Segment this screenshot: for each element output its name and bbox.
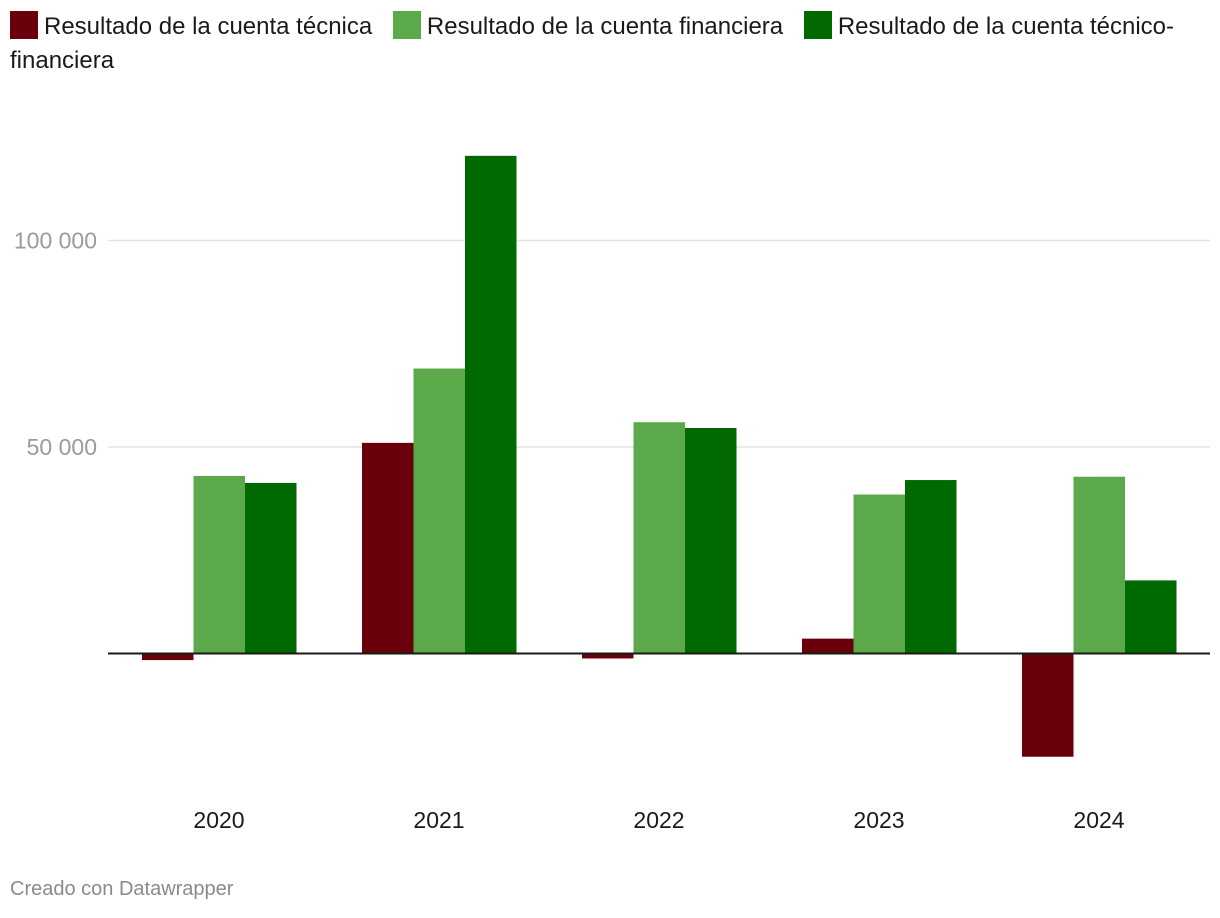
bar-2023-series-3 (905, 480, 957, 654)
legend-label-tecnica: Resultado de la cuenta técnica (44, 13, 373, 40)
bar-2024-series-3 (1125, 580, 1177, 654)
x-axis: 2020 2021 2022 2023 2024 (108, 652, 1210, 833)
legend-item-tecnico-financiera: Resultado de la cuenta técnico-financier… (10, 11, 1175, 74)
y-tick-label: 100 000 (14, 228, 97, 254)
legend-swatch-tecnica (10, 11, 38, 39)
legend-item-financiera: Resultado de la cuenta financiera (392, 11, 784, 40)
footer-credit: Creado con Datawrapper (10, 878, 234, 900)
chart-legend: Resultado de la cuenta técnica Resultado… (10, 10, 1200, 78)
bar-2020-series-3 (245, 482, 297, 654)
bar-2021-series-1 (362, 442, 414, 654)
bar-2021-series-2 (413, 368, 465, 654)
legend-label-financiera: Resultado de la cuenta financiera (426, 13, 784, 40)
x-tick-label-2024: 2024 (1073, 807, 1124, 833)
bars (142, 155, 1177, 757)
legend-swatch-tecnico-financiera (803, 11, 832, 39)
gridlines: 50 000 100 000 (14, 228, 1210, 460)
bar-2020-series-1 (142, 653, 194, 661)
bar-2023-series-2 (853, 494, 905, 654)
x-tick-label-2021: 2021 (413, 807, 464, 833)
legend-item-tecnica: Resultado de la cuenta técnica (10, 11, 373, 40)
bar-2023-series-1 (802, 638, 854, 654)
x-tick-label-2023: 2023 (853, 807, 904, 833)
y-tick-label: 50 000 (27, 434, 97, 460)
bar-2024-series-1 (1022, 653, 1074, 757)
x-tick-label-2022: 2022 (633, 807, 684, 833)
bar-2020-series-2 (193, 475, 245, 654)
bar-2022-series-1 (582, 653, 634, 659)
legend-label-tecnico-financiera: Resultado de la cuenta técnico-financier… (10, 13, 1175, 74)
bar-2024-series-2 (1073, 476, 1125, 654)
bar-2022-series-3 (685, 428, 737, 654)
legend-swatch-financiera (392, 11, 421, 39)
bar-2021-series-3 (465, 155, 517, 654)
bar-2022-series-2 (633, 422, 685, 654)
x-tick-label-2020: 2020 (193, 807, 244, 833)
